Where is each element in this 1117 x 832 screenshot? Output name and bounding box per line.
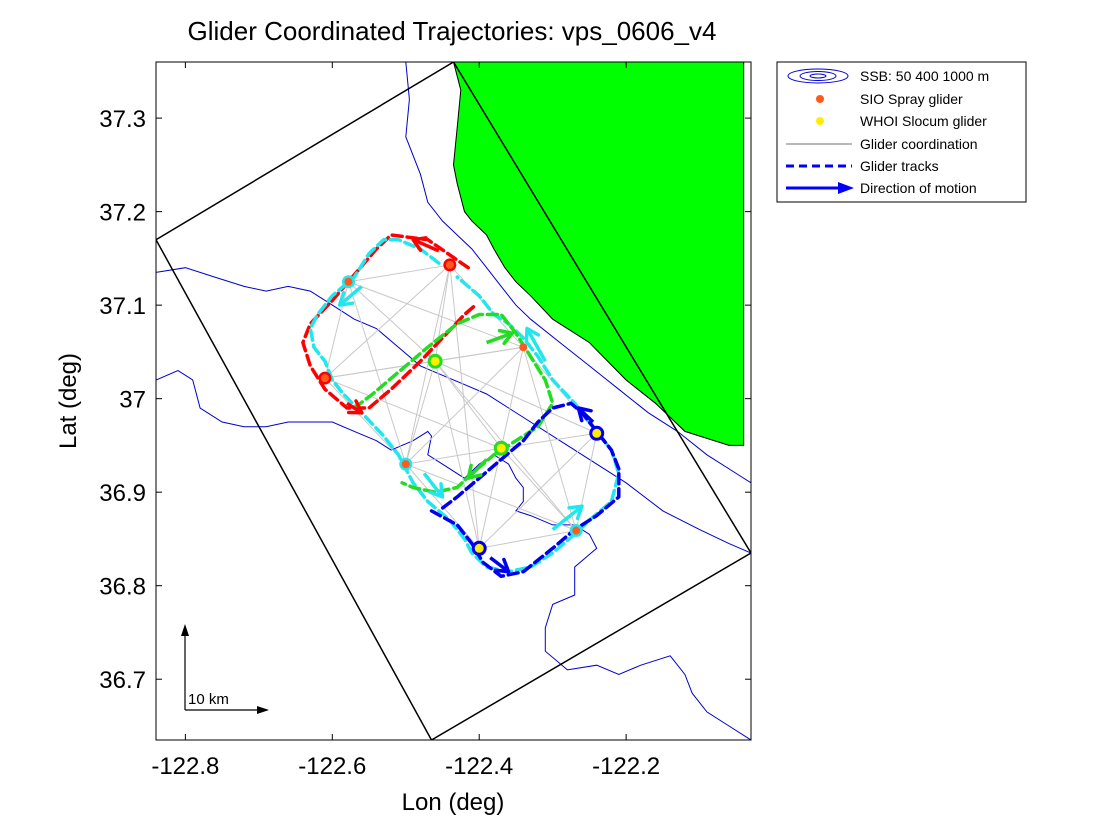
direction-arrow-head-icon xyxy=(567,504,584,521)
direction-arrow-head-icon xyxy=(524,326,541,344)
coordination-line xyxy=(324,264,451,379)
coordination-line xyxy=(405,361,436,465)
direction-arrow-shaft xyxy=(466,458,488,480)
coordination-line xyxy=(522,346,598,434)
glider-track-green xyxy=(352,312,555,494)
x-tick-label: -122.2 xyxy=(592,753,660,780)
legend: SSB: 50 400 1000 m SIO Spray glider WHOI… xyxy=(776,61,1027,203)
spray-glider-marker xyxy=(519,343,528,352)
legend-ssb-symbol xyxy=(787,68,849,84)
coordination-line xyxy=(435,346,524,362)
coordination-line xyxy=(405,463,577,531)
y-tick-label: 36.9 xyxy=(99,480,146,507)
glider-track-blue xyxy=(429,401,621,579)
direction-arrow-shaft xyxy=(485,331,513,345)
direction-arrow-shaft xyxy=(422,472,444,498)
coordination-line xyxy=(478,448,502,549)
direction-arrow-shaft xyxy=(338,285,363,307)
spray-glider-marker xyxy=(572,526,581,535)
legend-spray-marker xyxy=(816,95,824,103)
coordination-line xyxy=(434,361,480,549)
coordination-line xyxy=(405,346,524,465)
slocum-glider-marker xyxy=(493,440,509,456)
slocum-glider-marker xyxy=(589,425,605,441)
coordination-line xyxy=(478,432,598,549)
legend-direction-arrow-icon xyxy=(838,182,854,194)
coordination-line xyxy=(324,281,349,379)
ssb-box xyxy=(156,62,751,740)
direction-arrow-head-icon xyxy=(411,236,428,253)
plot-frame xyxy=(155,61,752,741)
east-arrow-icon xyxy=(257,706,269,714)
coordination-line xyxy=(324,377,407,465)
coordination-line xyxy=(348,264,450,283)
direction-arrow-head-icon xyxy=(493,557,511,574)
direction-arrow-head-icon xyxy=(428,482,445,499)
slocum-glider-marker xyxy=(427,353,443,369)
land-area xyxy=(452,62,745,446)
y-axis-label: Lat (deg) xyxy=(55,353,82,449)
y-tick-label: 37.3 xyxy=(99,106,146,133)
coordination-line xyxy=(324,377,502,449)
slocum-glider-marker xyxy=(471,540,487,556)
coordination-line xyxy=(405,264,451,465)
coordination-line xyxy=(479,530,577,549)
x-axis-label: Lon (deg) xyxy=(402,789,505,816)
isobath-line xyxy=(156,267,751,554)
y-tick-label: 36.7 xyxy=(99,667,146,694)
coordination-line xyxy=(449,264,480,549)
north-arrow-icon xyxy=(181,624,189,636)
map-layer xyxy=(156,62,751,740)
coordination-line xyxy=(434,360,502,449)
coordination-line xyxy=(434,360,597,434)
legend-slocum-marker xyxy=(816,117,824,125)
coordination-line xyxy=(405,447,502,465)
legend-label-direction: Direction of motion xyxy=(860,180,977,196)
x-tick-label: -122.8 xyxy=(151,753,219,780)
axis-ticks: -122.8 -122.6 -122.4 -122.2 36.7 36.8 36.9 37 37… xyxy=(99,62,751,780)
coordination-line xyxy=(348,281,436,362)
direction-arrow-head-icon xyxy=(346,399,364,415)
y-tick-label: 37.2 xyxy=(99,200,146,227)
coordination-line xyxy=(522,347,577,531)
direction-arrow-head-icon xyxy=(576,406,593,423)
isobath-line xyxy=(156,370,751,740)
legend-box xyxy=(776,61,1027,203)
chart-title: Glider Coordinated Trajectories: vps_060… xyxy=(188,16,717,46)
direction-arrow-head-icon xyxy=(497,328,515,346)
spray-glider-marker xyxy=(401,460,410,469)
coordination-line xyxy=(347,281,407,465)
legend-label-ssb: SSB: 50 400 1000 m xyxy=(860,68,989,84)
x-tick-label: -122.4 xyxy=(445,753,513,780)
legend-label-tracks: Glider tracks xyxy=(860,158,939,174)
legend-label-spray: SIO Spray glider xyxy=(860,91,963,107)
direction-arrow-shaft xyxy=(412,238,440,253)
direction-arrow-head-icon xyxy=(466,463,483,480)
scale-bar: 10 km xyxy=(181,624,269,714)
direction-arrow-shaft xyxy=(551,504,584,531)
spray-glider-marker xyxy=(445,260,454,269)
y-tick-label: 37 xyxy=(119,387,146,414)
spray-glider-marker xyxy=(320,374,329,383)
legend-label-coordination: Glider coordination xyxy=(860,136,978,152)
direction-arrow-shaft xyxy=(525,327,547,363)
y-tick-label: 37.1 xyxy=(99,293,146,320)
isobath-line xyxy=(405,62,751,484)
spray-glider-marker xyxy=(344,277,353,286)
coordination-line xyxy=(348,281,524,348)
legend-label-slocum: WHOI Slocum glider xyxy=(860,113,987,129)
x-tick-label: -122.6 xyxy=(298,753,366,780)
direction-arrow-shaft xyxy=(489,556,510,574)
direction-arrow-shaft xyxy=(577,406,595,424)
coordination-line xyxy=(500,347,524,449)
scale-bar-label: 10 km xyxy=(188,691,229,708)
y-tick-label: 36.8 xyxy=(99,574,146,601)
direction-arrow-head-icon xyxy=(337,291,355,307)
glider-track-cyan xyxy=(308,237,621,574)
